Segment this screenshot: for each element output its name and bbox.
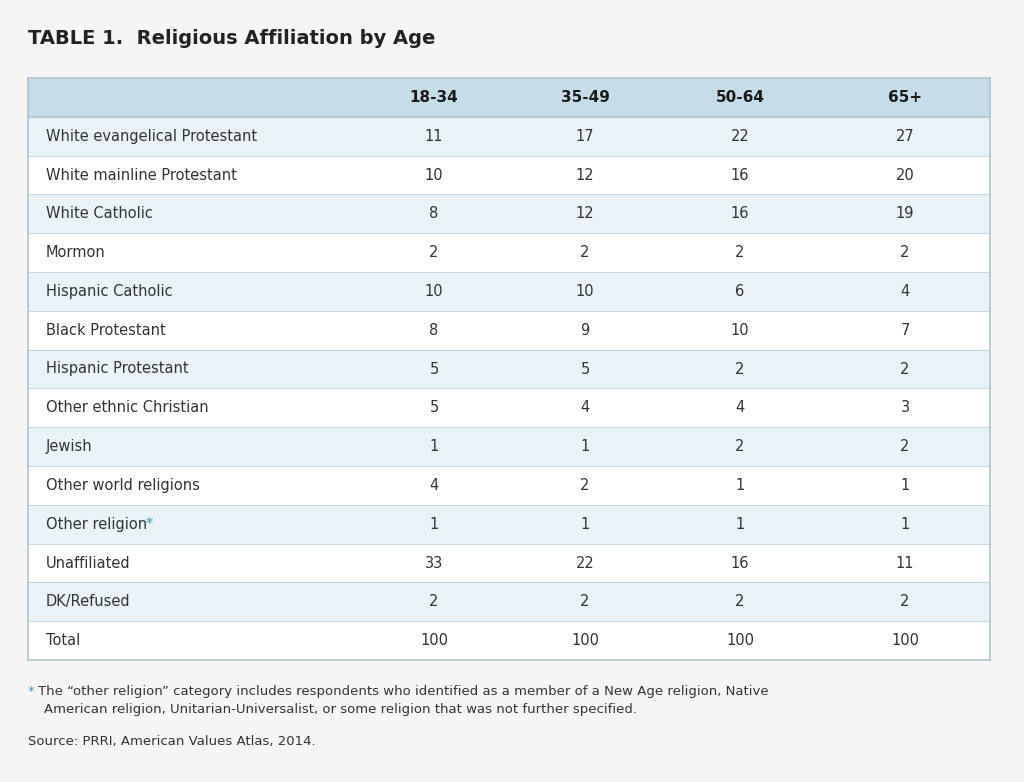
- Text: 35-49: 35-49: [560, 90, 609, 105]
- Text: 18-34: 18-34: [410, 90, 459, 105]
- Bar: [28, 195, 990, 233]
- Text: 5: 5: [429, 400, 438, 415]
- Text: 1: 1: [429, 517, 438, 532]
- Text: American religion, Unitarian-Universalist, or some religion that was not further: American religion, Unitarian-Universalis…: [44, 703, 637, 716]
- Text: Black Protestant: Black Protestant: [46, 323, 166, 338]
- Text: 1: 1: [735, 517, 744, 532]
- Bar: [28, 505, 990, 543]
- Text: The “other religion” category includes respondents who identified as a member of: The “other religion” category includes r…: [38, 685, 769, 698]
- Text: 2: 2: [900, 594, 909, 609]
- Text: 1: 1: [581, 517, 590, 532]
- Text: 33: 33: [425, 555, 443, 571]
- Text: 1: 1: [735, 478, 744, 493]
- Text: White evangelical Protestant: White evangelical Protestant: [46, 129, 257, 144]
- Text: 16: 16: [731, 206, 750, 221]
- Text: 2: 2: [735, 594, 744, 609]
- Text: 100: 100: [571, 633, 599, 648]
- Text: 100: 100: [726, 633, 754, 648]
- Text: 11: 11: [896, 555, 914, 571]
- Bar: [28, 156, 990, 195]
- Text: *: *: [145, 517, 153, 532]
- Bar: [28, 233, 990, 272]
- Text: 10: 10: [731, 323, 750, 338]
- Text: Unaffiliated: Unaffiliated: [46, 555, 131, 571]
- Text: White Catholic: White Catholic: [46, 206, 153, 221]
- Bar: [28, 389, 990, 427]
- Bar: [28, 621, 990, 660]
- Text: *: *: [28, 685, 35, 698]
- Text: 1: 1: [581, 439, 590, 454]
- Text: 1: 1: [429, 439, 438, 454]
- Text: Other world religions: Other world religions: [46, 478, 200, 493]
- Text: 8: 8: [429, 323, 438, 338]
- Text: 4: 4: [581, 400, 590, 415]
- Text: 2: 2: [429, 594, 438, 609]
- Text: 16: 16: [731, 167, 750, 182]
- Text: 19: 19: [896, 206, 914, 221]
- Text: 27: 27: [896, 129, 914, 144]
- Text: Hispanic Catholic: Hispanic Catholic: [46, 284, 173, 299]
- Text: Other religion: Other religion: [46, 517, 147, 532]
- Bar: [28, 583, 990, 621]
- Text: 17: 17: [575, 129, 594, 144]
- Text: 2: 2: [581, 245, 590, 260]
- Text: 7: 7: [900, 323, 909, 338]
- Bar: [28, 543, 990, 583]
- Text: 10: 10: [425, 284, 443, 299]
- Bar: [28, 350, 990, 389]
- Text: 2: 2: [735, 361, 744, 376]
- Bar: [28, 466, 990, 505]
- Text: 5: 5: [429, 361, 438, 376]
- Bar: [28, 117, 990, 156]
- Text: Total: Total: [46, 633, 80, 648]
- Text: Mormon: Mormon: [46, 245, 105, 260]
- Text: DK/Refused: DK/Refused: [46, 594, 131, 609]
- Text: 4: 4: [429, 478, 438, 493]
- Text: 2: 2: [735, 245, 744, 260]
- Text: 11: 11: [425, 129, 443, 144]
- Text: 10: 10: [575, 284, 594, 299]
- Text: 2: 2: [900, 439, 909, 454]
- Text: TABLE 1.  Religious Affiliation by Age: TABLE 1. Religious Affiliation by Age: [28, 28, 435, 48]
- Bar: [28, 78, 990, 117]
- Text: 1: 1: [900, 517, 909, 532]
- Text: 50-64: 50-64: [716, 90, 765, 105]
- Text: Source: PRRI, American Values Atlas, 2014.: Source: PRRI, American Values Atlas, 201…: [28, 735, 315, 748]
- Text: 6: 6: [735, 284, 744, 299]
- Text: 2: 2: [735, 439, 744, 454]
- Text: 8: 8: [429, 206, 438, 221]
- Text: White mainline Protestant: White mainline Protestant: [46, 167, 237, 182]
- Bar: [28, 310, 990, 350]
- Text: 4: 4: [735, 400, 744, 415]
- Text: 1: 1: [900, 478, 909, 493]
- Text: 22: 22: [575, 555, 594, 571]
- Text: 9: 9: [581, 323, 590, 338]
- Text: 100: 100: [420, 633, 449, 648]
- Text: 65+: 65+: [888, 90, 922, 105]
- Bar: [28, 272, 990, 310]
- Text: 12: 12: [575, 167, 594, 182]
- Text: 2: 2: [581, 594, 590, 609]
- Text: 2: 2: [581, 478, 590, 493]
- Text: Jewish: Jewish: [46, 439, 92, 454]
- Bar: [28, 427, 990, 466]
- Text: 2: 2: [429, 245, 438, 260]
- Text: 2: 2: [900, 245, 909, 260]
- Text: 12: 12: [575, 206, 594, 221]
- Text: 20: 20: [896, 167, 914, 182]
- Text: 22: 22: [731, 129, 750, 144]
- Text: 16: 16: [731, 555, 750, 571]
- Text: 4: 4: [900, 284, 909, 299]
- Text: 100: 100: [891, 633, 919, 648]
- Text: Hispanic Protestant: Hispanic Protestant: [46, 361, 188, 376]
- Text: 5: 5: [581, 361, 590, 376]
- Text: 10: 10: [425, 167, 443, 182]
- Text: 3: 3: [900, 400, 909, 415]
- Text: 2: 2: [900, 361, 909, 376]
- Text: Other ethnic Christian: Other ethnic Christian: [46, 400, 209, 415]
